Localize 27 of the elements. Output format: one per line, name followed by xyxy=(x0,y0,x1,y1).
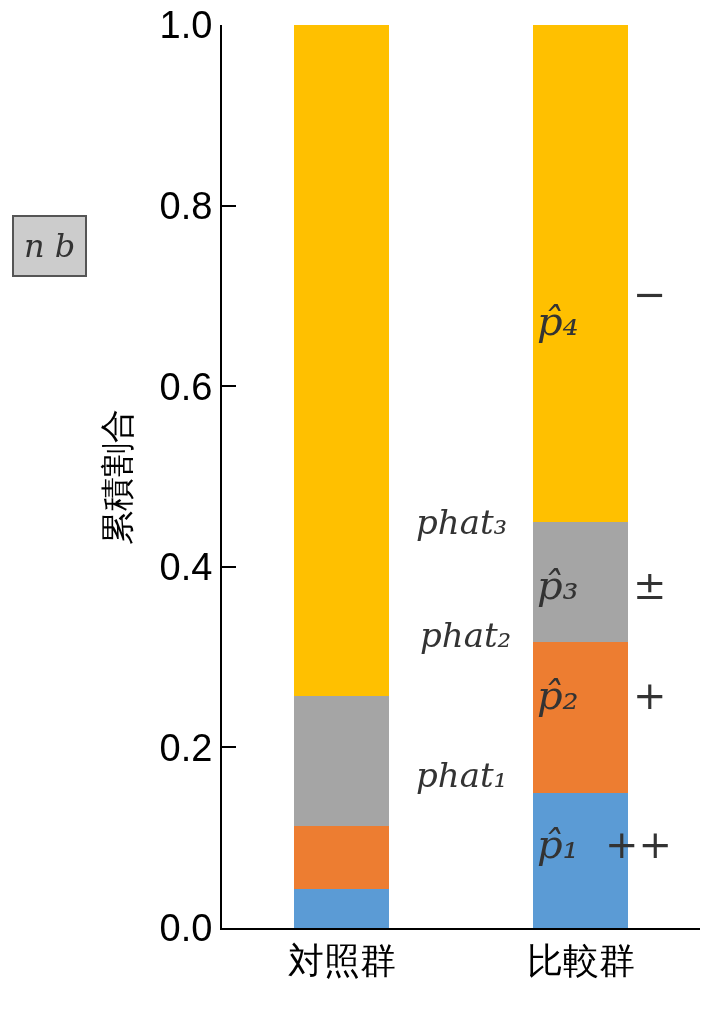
bar xyxy=(293,25,390,696)
y-axis-title: 累積割合 xyxy=(97,408,136,545)
bar xyxy=(532,641,629,793)
text: n b xyxy=(24,227,76,265)
annotation: + xyxy=(633,672,667,718)
x-tick-label: 比較群 xyxy=(526,940,635,982)
y-tick-label: 0.0 xyxy=(159,907,213,950)
bar xyxy=(293,695,390,826)
y-tick-label: 0.2 xyxy=(159,726,213,769)
x-tick-label: 対照群 xyxy=(287,940,396,982)
annotation: ± xyxy=(633,562,667,608)
y-tick-label: 1.0 xyxy=(159,4,213,47)
y-tick-label: 0.6 xyxy=(159,365,213,408)
annotation: p̂₂ xyxy=(537,672,579,718)
bar xyxy=(293,825,390,890)
annotation: p̂₃ xyxy=(537,562,579,608)
bar xyxy=(293,889,390,928)
bar xyxy=(532,521,629,642)
bar xyxy=(532,25,629,522)
annotation: phat₃ xyxy=(416,502,508,542)
annotation: phat₁ xyxy=(416,755,508,795)
annotation: − xyxy=(633,271,667,317)
annotation: phat₂ xyxy=(420,615,512,655)
y-tick-label: 0.4 xyxy=(159,546,213,589)
y-tick-label: 0.8 xyxy=(159,184,213,227)
annotation: p̂₄ xyxy=(537,298,579,344)
annotation: p̂₁ xyxy=(537,821,579,867)
